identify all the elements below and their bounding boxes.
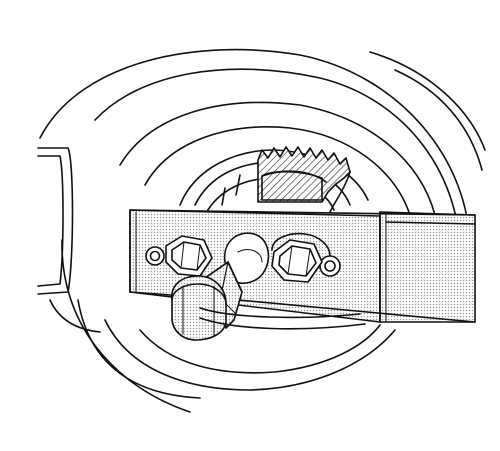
outer-ring-2: [94, 68, 461, 261]
outer-ring-group: [39, 48, 486, 413]
left-mounting-lug: [145, 235, 213, 277]
center-collar: [224, 232, 270, 284]
outer-ring-9: [369, 51, 486, 151]
outer-ring: [39, 48, 471, 251]
housing-bracket: [37, 147, 74, 295]
hex-head-bolt: [171, 261, 243, 341]
outer-ring-7: [144, 126, 411, 216]
outer-ring-8: [139, 324, 381, 374]
hub-flange: [49, 299, 366, 333]
outer-ring-4: [61, 239, 191, 413]
outer-ring-10: [394, 69, 483, 171]
outer-ring-6: [104, 319, 396, 391]
outer-ring-5: [119, 101, 436, 216]
splined-gear: [257, 146, 351, 213]
bolt-head-face: [171, 275, 227, 341]
right-mounting-lug: [271, 232, 341, 283]
